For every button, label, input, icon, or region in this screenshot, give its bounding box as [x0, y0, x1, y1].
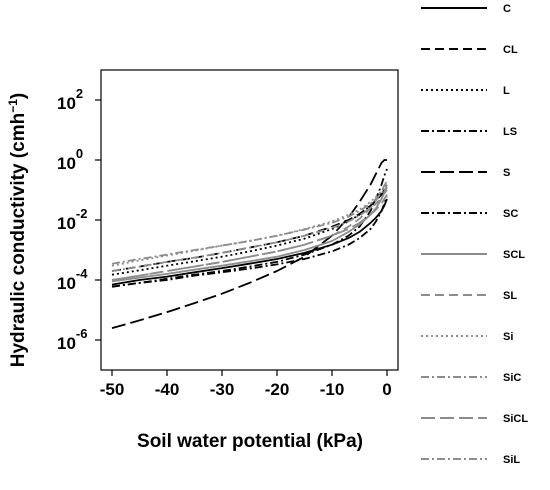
legend-label-scl: SCL [503, 249, 525, 261]
legend: C CL L LS S SC SCL SL Si SiC SiCL SiL [421, 3, 528, 466]
y-tick-label-base: 10 [57, 274, 76, 293]
y-tick-label: 100 [57, 146, 83, 173]
legend-label-ls: LS [503, 126, 517, 138]
x-axis: -50 -40 -30 -20 -10 0 [100, 370, 392, 399]
y-tick-label: 10-4 [57, 266, 88, 293]
series-line-si [111, 184, 388, 267]
legend-label-l: L [503, 85, 510, 97]
y-tick-label-exponent: 0 [76, 146, 83, 161]
y-tick-label-exponent: -2 [76, 206, 88, 221]
legend-label-s: S [503, 167, 510, 179]
legend-label-si: Si [503, 331, 513, 343]
y-tick-label-base: 10 [57, 94, 76, 113]
legend-label-cl: CL [503, 44, 518, 56]
x-tick-label: -50 [100, 380, 125, 399]
plot-lines [111, 159, 388, 329]
x-tick-label: -30 [210, 380, 235, 399]
legend-label-c: C [503, 3, 511, 15]
y-axis-title-close: ) [8, 93, 29, 99]
plot-frame [100, 69, 399, 371]
x-tick-label: -10 [320, 380, 345, 399]
x-tick-label: -20 [265, 380, 290, 399]
y-tick-label-base: 10 [57, 154, 76, 173]
x-tick-label: 0 [382, 380, 391, 399]
y-tick-label-exponent: -4 [76, 266, 88, 281]
y-axis-title-main: Hydraulic conductivity (cmh [8, 113, 29, 367]
y-axis-title-exponent: −1 [6, 99, 20, 113]
series-line-s [111, 159, 387, 329]
series-line-sicl [111, 194, 388, 281]
x-tick-label: -40 [155, 380, 180, 399]
y-tick-label: 10-2 [57, 206, 87, 233]
legend-label-sic: SiC [503, 372, 521, 384]
legend-label-sc: SC [503, 208, 518, 220]
y-tick-label: 10-6 [57, 326, 87, 353]
y-tick-label-base: 10 [57, 334, 76, 353]
legend-label-sicl: SiCL [503, 413, 528, 425]
y-tick-label-base: 10 [57, 214, 76, 233]
y-tick-label: 102 [57, 86, 83, 113]
series-line-ls [111, 168, 388, 288]
y-tick-label-exponent: 2 [76, 86, 83, 101]
legend-label-sl: SL [503, 290, 517, 302]
series-line-l [111, 184, 388, 276]
series-line-sil [111, 186, 388, 265]
series-line-sc [111, 196, 388, 288]
series-line-scl [111, 187, 388, 283]
y-axis-title: Hydraulic conductivity (cmh−1) [6, 93, 29, 367]
series-line-sic [111, 189, 388, 272]
y-tick-label-exponent: -6 [76, 326, 88, 341]
x-axis-title: Soil water potential (kPa) [137, 431, 363, 452]
legend-label-sil: SiL [503, 454, 520, 466]
